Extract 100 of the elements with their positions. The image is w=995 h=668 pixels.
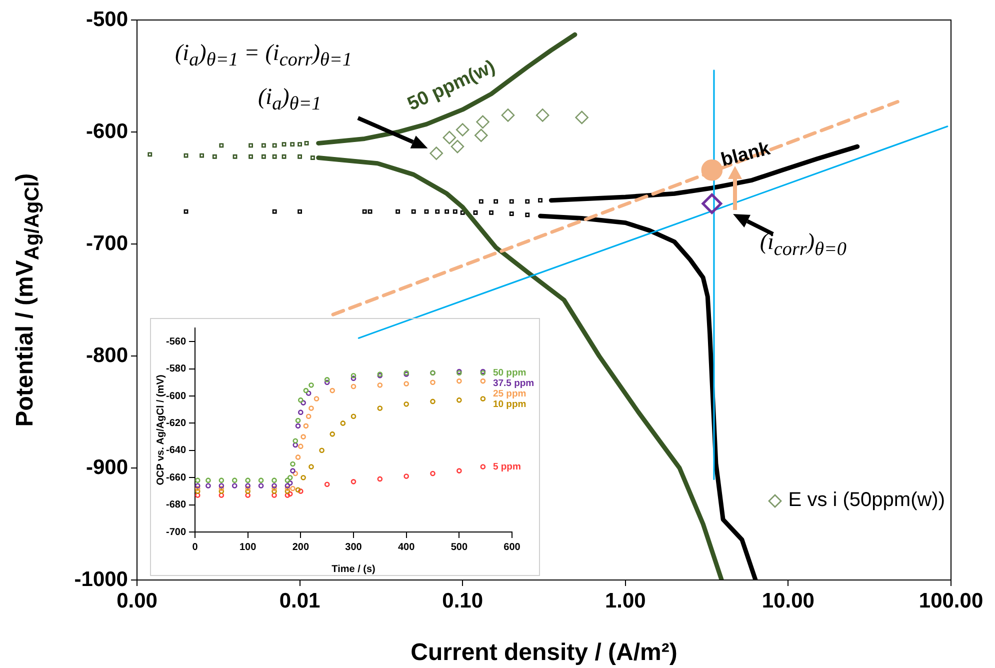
annotation: (i$_{corr}$)$_{θ=0}$ <box>760 230 846 262</box>
series-label: 37.5 ppm <box>492 378 534 390</box>
text: blank <box>718 138 773 172</box>
x-tick-label: 1.00 <box>604 589 646 612</box>
point <box>218 478 224 483</box>
point <box>324 377 330 382</box>
point <box>272 488 277 494</box>
point <box>298 397 304 403</box>
point <box>480 378 486 384</box>
point <box>290 468 296 474</box>
point <box>430 380 436 386</box>
point <box>308 406 314 411</box>
point <box>272 486 277 492</box>
annotation: (i$_{a}$)$_{θ=1}$ = (i$_{corr}$)$_{θ=1}$ <box>175 40 352 72</box>
point <box>308 382 314 388</box>
point <box>480 464 486 470</box>
x-axis-title: Time / (s) <box>332 564 376 575</box>
point <box>232 478 238 483</box>
annotation: (i$_{a}$)$_{θ=1}$ <box>258 84 322 116</box>
x-tick-label: 0.10 <box>442 589 484 612</box>
point <box>284 483 290 488</box>
point <box>218 483 224 488</box>
point <box>480 396 486 402</box>
point <box>195 486 200 492</box>
series-label: 10 ppm <box>492 399 526 410</box>
point <box>314 396 320 402</box>
point <box>272 478 277 483</box>
point <box>324 380 330 386</box>
point <box>258 478 264 483</box>
point <box>284 486 290 492</box>
x-tick-label: 100 <box>239 542 257 553</box>
y-tick-label: -680 <box>166 500 186 511</box>
x-tick-label: 0.00 <box>116 589 158 612</box>
point <box>298 410 304 415</box>
point <box>298 488 304 494</box>
y-tick-label: -700 <box>166 526 186 538</box>
point <box>245 486 250 492</box>
y-tick-label: -560 <box>166 336 186 348</box>
x-tick-label: 0 <box>192 542 198 553</box>
point <box>303 388 309 394</box>
point <box>195 488 200 494</box>
y-tick-label: -600 <box>86 120 128 143</box>
y-tick-label: -600 <box>166 390 186 402</box>
point <box>287 491 293 497</box>
point <box>430 398 436 404</box>
y-tick-label: -580 <box>166 364 186 375</box>
point <box>350 372 356 378</box>
point <box>258 483 264 488</box>
point <box>350 384 356 390</box>
point <box>306 390 312 396</box>
point <box>284 478 290 483</box>
point <box>218 492 224 498</box>
point <box>350 479 356 484</box>
point <box>404 402 409 407</box>
point <box>308 464 314 470</box>
point <box>245 488 250 494</box>
point <box>284 488 290 494</box>
y-tick-label: -700 <box>86 232 128 255</box>
point <box>377 382 383 388</box>
point <box>330 388 336 394</box>
point <box>232 483 238 488</box>
point <box>306 414 312 420</box>
point <box>195 492 200 498</box>
point <box>350 414 356 420</box>
point <box>245 492 250 498</box>
y-tick-label: -1000 <box>74 568 128 591</box>
point <box>295 487 301 492</box>
point <box>206 478 211 483</box>
point <box>218 488 224 494</box>
point <box>350 376 356 381</box>
y-axis-title: OCP vs. Ag/AgCl / (mV) <box>156 374 166 486</box>
point <box>430 470 436 476</box>
point <box>404 381 409 386</box>
point <box>298 444 304 449</box>
point <box>195 478 200 483</box>
series-label: 5 ppm <box>492 461 521 472</box>
series-label: 25 ppm <box>492 388 526 400</box>
point <box>456 468 462 474</box>
point <box>377 476 383 482</box>
point <box>287 480 293 486</box>
point <box>377 406 383 411</box>
x-tick-label: 500 <box>450 542 468 553</box>
point <box>272 483 277 488</box>
point <box>195 483 200 488</box>
point <box>290 461 296 467</box>
point <box>245 478 250 483</box>
y-tick-label: -800 <box>86 344 128 367</box>
point <box>300 434 306 440</box>
point <box>456 378 462 384</box>
x-tick-label: 0.01 <box>279 589 321 612</box>
x-axis-title: Current density / (A/m²) <box>410 639 678 666</box>
x-tick-label: 10.00 <box>762 589 814 612</box>
point <box>300 474 306 480</box>
point <box>292 470 298 476</box>
point <box>300 400 306 406</box>
point <box>295 418 301 424</box>
point <box>292 438 298 444</box>
point <box>324 482 330 488</box>
series-label: 50 ppm <box>492 368 526 379</box>
point <box>218 486 224 492</box>
